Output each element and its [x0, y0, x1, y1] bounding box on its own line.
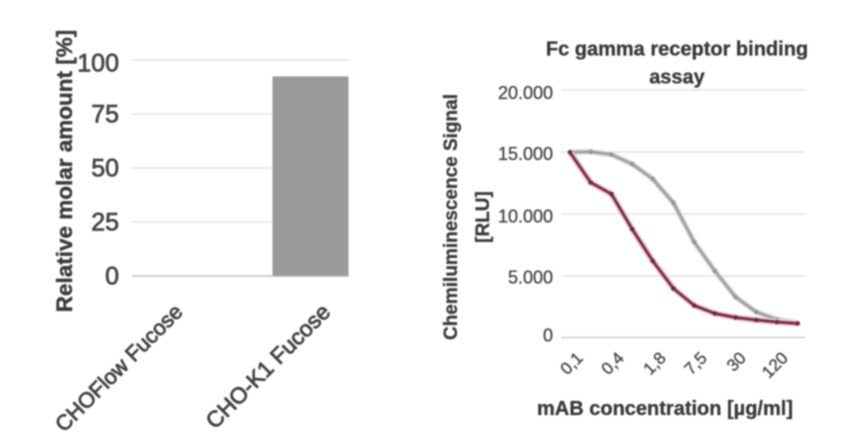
svg-text:0: 0: [543, 326, 553, 346]
svg-text:Relative molar amount [%]: Relative molar amount [%]: [52, 30, 77, 313]
svg-text:[RLU]: [RLU]: [473, 191, 494, 243]
svg-text:Chemiluminescence Signal: Chemiluminescence Signal: [441, 94, 462, 340]
svg-text:CHO-K1 Fucose: CHO-K1 Fucose: [201, 299, 335, 433]
svg-text:7,5: 7,5: [681, 348, 711, 378]
svg-text:5.000: 5.000: [508, 268, 553, 288]
svg-text:75: 75: [91, 100, 119, 128]
svg-text:30: 30: [723, 348, 750, 375]
svg-text:0: 0: [105, 262, 119, 290]
svg-text:25: 25: [91, 209, 119, 237]
svg-text:1,8: 1,8: [640, 348, 670, 378]
svg-text:mAB concentration [µg/ml]: mAB concentration [µg/ml]: [537, 398, 793, 420]
svg-text:assay: assay: [649, 67, 705, 89]
svg-text:100: 100: [77, 50, 119, 78]
svg-text:120: 120: [758, 348, 791, 381]
svg-text:CHOFlow Fucose: CHOFlow Fucose: [51, 300, 188, 437]
svg-text:0,1: 0,1: [557, 348, 587, 378]
svg-text:15.000: 15.000: [498, 144, 553, 164]
svg-text:10.000: 10.000: [498, 207, 553, 227]
svg-text:Fc gamma receptor binding: Fc gamma receptor binding: [546, 39, 808, 61]
svg-text:0,4: 0,4: [598, 348, 628, 378]
svg-text:20.000: 20.000: [498, 83, 553, 103]
svg-text:50: 50: [91, 154, 119, 182]
